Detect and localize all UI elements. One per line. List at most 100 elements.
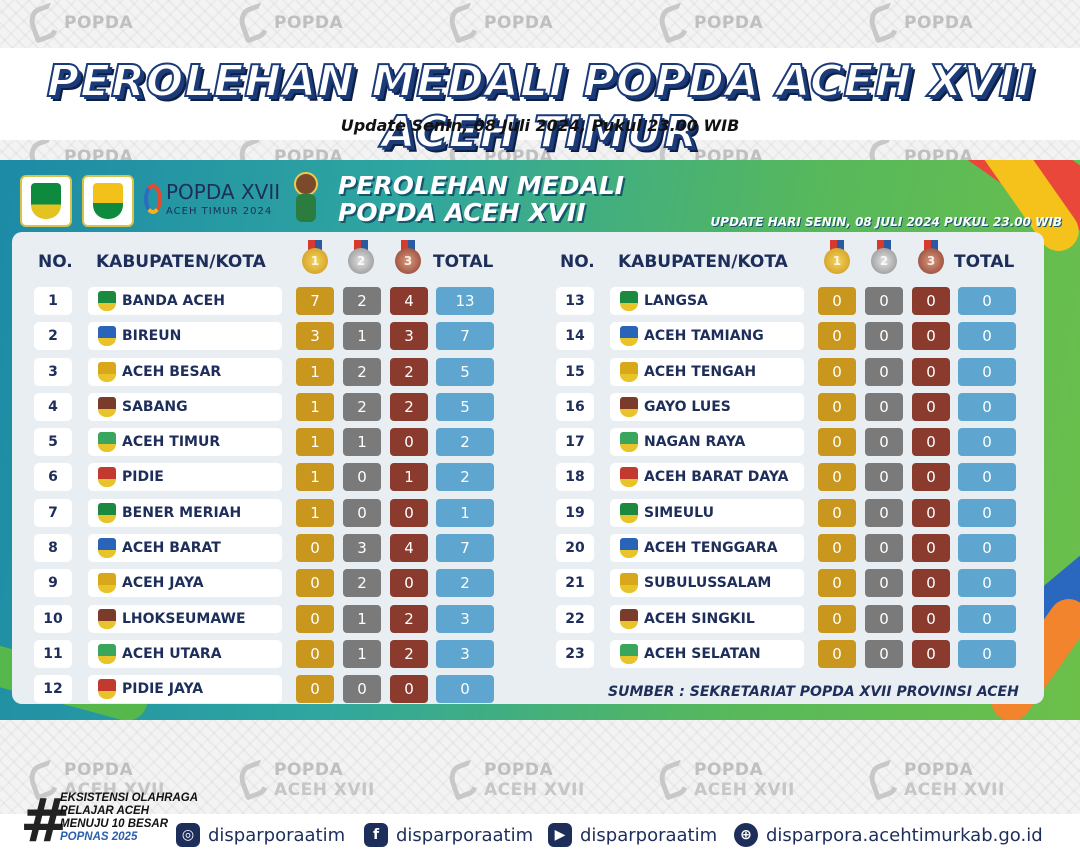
watermark: POPDA ACEH XVII <box>25 759 165 801</box>
bronze-count: 0 <box>390 675 428 704</box>
popda-watermark-icon <box>25 2 63 44</box>
bronze-count: 2 <box>390 639 428 668</box>
silver-count: 1 <box>343 639 381 668</box>
rank-number: 20 <box>556 534 594 563</box>
website-link[interactable]: ⊕ disparpora.acehtimurkab.go.id <box>734 822 1043 848</box>
silver-count: 0 <box>865 463 903 492</box>
youtube-link[interactable]: ▶ disparporaatim <box>548 822 717 848</box>
rank-number: 6 <box>34 463 72 492</box>
region-cell: PIDIE JAYA <box>88 675 282 704</box>
silver-count: 1 <box>343 322 381 351</box>
update-timestamp: Update Senin, 08 Juli 2024, Pukul 23.00 … <box>340 116 740 135</box>
total-count: 0 <box>958 322 1016 351</box>
region-name: ACEH JAYA <box>122 575 204 592</box>
watermark: POPDA ACEH XVII <box>865 759 1005 801</box>
rank-number: 15 <box>556 357 594 386</box>
region-name: ACEH TENGAH <box>644 363 757 380</box>
popda-logo-sub: ACEH TIMUR 2024 <box>166 206 273 217</box>
region-emblem-icon <box>98 502 116 523</box>
rank-number: 18 <box>556 463 594 492</box>
total-count: 7 <box>436 322 494 351</box>
region-name: ACEH TIMUR <box>122 434 221 451</box>
region-emblem-icon <box>620 432 638 453</box>
gold-count: 0 <box>818 392 856 421</box>
region-cell: PIDIE <box>88 463 282 492</box>
bronze-count: 0 <box>390 428 428 457</box>
rank-number: 19 <box>556 498 594 527</box>
gold-count: 0 <box>818 604 856 633</box>
gold-count: 0 <box>296 604 334 633</box>
region-emblem-icon <box>98 432 116 453</box>
col-total-header: TOTAL <box>954 252 1015 272</box>
total-count: 1 <box>436 498 494 527</box>
table-row: 10 LHOKSEUMAWE 0 1 2 3 <box>0 602 520 637</box>
region-cell: ACEH TIMUR <box>88 428 282 457</box>
region-emblem-icon <box>620 608 638 629</box>
gold-count: 0 <box>818 498 856 527</box>
region-name: ACEH UTARA <box>122 645 222 662</box>
page-title: PEROLEHAN MEDALI POPDA ACEH XVII ACEH TI… <box>46 55 1034 159</box>
col-total-header: TOTAL <box>433 252 494 272</box>
board-update: UPDATE HARI SENIN, 08 JULI 2024 PUKUL 23… <box>710 215 1062 229</box>
rank-number: 23 <box>556 639 594 668</box>
region-name: BIREUN <box>122 328 182 345</box>
shield-icon <box>31 183 61 219</box>
watermark: POPDA ACEH XVII <box>445 759 585 801</box>
region-cell: BANDA ACEH <box>88 287 282 315</box>
region-cell: ACEH TENGAH <box>610 357 804 386</box>
table-row: 17 NAGAN RAYA 0 0 0 0 <box>520 425 1060 460</box>
table-row: 8 ACEH BARAT 0 3 4 7 <box>0 531 520 566</box>
instagram-link[interactable]: ◎ disparporaatim <box>176 822 345 848</box>
bronze-count: 0 <box>912 322 950 351</box>
bronze-count: 0 <box>912 357 950 386</box>
instagram-handle: disparporaatim <box>208 824 346 846</box>
bronze-count: 0 <box>912 287 950 315</box>
total-count: 0 <box>958 534 1016 563</box>
silver-count: 0 <box>865 639 903 668</box>
aceh-timur-crest <box>82 175 134 227</box>
region-emblem-icon <box>620 502 638 523</box>
silver-count: 0 <box>865 392 903 421</box>
region-emblem-icon <box>98 291 116 311</box>
region-cell: ACEH BARAT <box>88 534 282 563</box>
region-cell: ACEH TAMIANG <box>610 322 804 351</box>
region-name: NAGAN RAYA <box>644 434 746 451</box>
region-name: GAYO LUES <box>644 398 731 415</box>
rows-right: 13 LANGSA 0 0 0 0 14 ACEH TAMIANG 0 0 0 0 15 ACEH TEN… <box>520 284 1060 672</box>
total-count: 5 <box>436 392 494 421</box>
facebook-link[interactable]: f disparporaatim <box>364 822 533 848</box>
gold-count: 0 <box>296 569 334 598</box>
region-emblem-icon <box>620 361 638 382</box>
region-cell: SUBULUSSALAM <box>610 569 804 598</box>
region-emblem-icon <box>620 326 638 347</box>
watermark: POPDA ACEH XVII <box>235 759 375 801</box>
gold-count: 1 <box>296 498 334 527</box>
silver-count: 0 <box>343 498 381 527</box>
rank-number: 9 <box>34 569 72 598</box>
table-row: 7 BENER MERIAH 1 0 0 1 <box>0 496 520 531</box>
facebook-icon: f <box>364 823 388 847</box>
col-region-header: KABUPATEN/KOTA <box>96 252 266 272</box>
region-name: ACEH TAMIANG <box>644 328 764 345</box>
gold-count: 1 <box>296 428 334 457</box>
region-name: PIDIE <box>122 469 164 486</box>
region-emblem-icon <box>620 467 638 488</box>
gold-count: 3 <box>296 322 334 351</box>
silver-medal-icon: 2 <box>346 240 376 276</box>
region-name: PIDIE JAYA <box>122 681 204 698</box>
total-count: 0 <box>958 569 1016 598</box>
popda-logo-main: POPDA XVII <box>166 180 281 204</box>
popda-watermark-icon <box>865 2 903 44</box>
silver-count: 0 <box>865 428 903 457</box>
rank-number: 10 <box>34 604 72 633</box>
total-count: 7 <box>436 534 494 563</box>
rank-number: 2 <box>34 322 72 351</box>
rank-number: 4 <box>34 392 72 421</box>
bronze-count: 0 <box>912 463 950 492</box>
gold-count: 0 <box>818 639 856 668</box>
rank-number: 17 <box>556 428 594 457</box>
slogan-line-4: POPNAS 2025 <box>60 831 138 843</box>
bronze-medal-icon: 3 <box>916 240 946 276</box>
silver-count: 0 <box>343 675 381 704</box>
bronze-count: 2 <box>390 357 428 386</box>
